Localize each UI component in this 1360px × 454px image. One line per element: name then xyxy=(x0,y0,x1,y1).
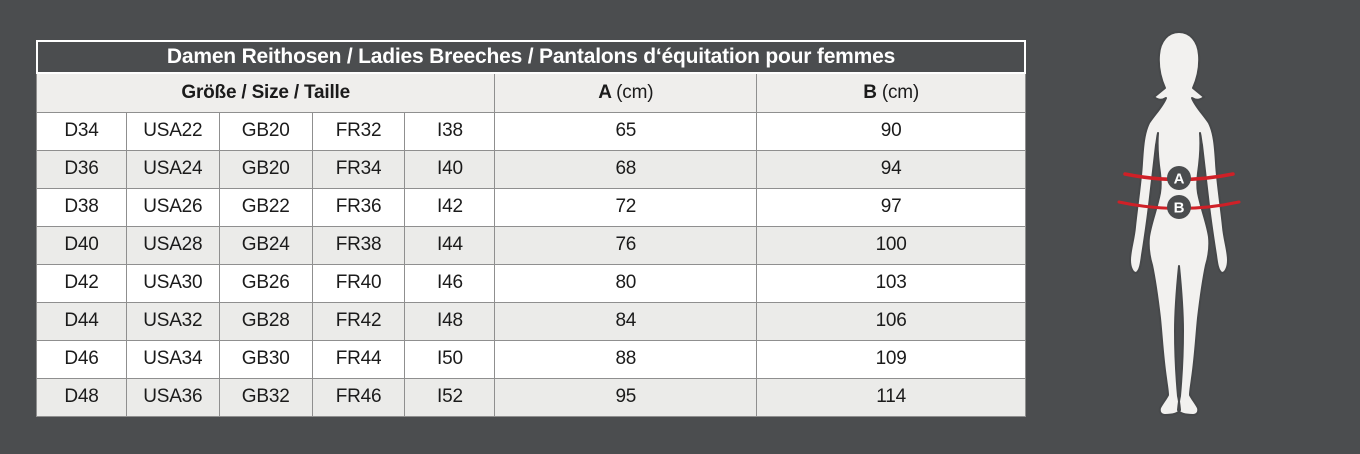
table-row: D44 USA32 GB28 FR42 I48 84 106 xyxy=(36,301,1026,341)
marker-a-circle xyxy=(1167,166,1191,190)
cell-measure-a: 76 xyxy=(494,225,758,265)
col-a-header: A (cm) xyxy=(494,74,758,113)
chart-title: Damen Reithosen / Ladies Breeches / Pant… xyxy=(36,40,1026,74)
table-row: D34 USA22 GB20 FR32 I38 65 90 xyxy=(36,111,1026,151)
marker-b-label: B xyxy=(1174,200,1185,217)
cell-size-gb: GB32 xyxy=(218,377,313,417)
cell-measure-b: 94 xyxy=(756,149,1026,189)
cell-measure-a: 65 xyxy=(494,111,758,151)
cell-size-fr: FR46 xyxy=(311,377,406,417)
cell-size-gb: GB24 xyxy=(218,225,313,265)
cell-size-usa: USA30 xyxy=(125,263,220,303)
table-row: D38 USA26 GB22 FR36 I42 72 97 xyxy=(36,187,1026,227)
cell-size-gb: GB26 xyxy=(218,263,313,303)
cell-size-gb: GB30 xyxy=(218,339,313,379)
cell-size-fr: FR38 xyxy=(311,225,406,265)
cell-size-fr: FR40 xyxy=(311,263,406,303)
cell-size-d: D40 xyxy=(36,225,127,265)
body-silhouette-illustration: A B xyxy=(1117,31,1241,416)
col-b-label: B xyxy=(863,81,877,103)
cell-measure-b: 90 xyxy=(756,111,1026,151)
col-b-unit: (cm) xyxy=(881,81,920,103)
size-table: Größe / Size / Taille A (cm) B (cm) D34 … xyxy=(35,74,1026,417)
cell-size-gb: GB22 xyxy=(218,187,313,227)
cell-size-i: I48 xyxy=(404,301,496,341)
cell-size-fr: FR42 xyxy=(311,301,406,341)
measurement-figure: A B xyxy=(1109,26,1249,446)
cell-size-i: I40 xyxy=(404,149,496,189)
cell-measure-b: 106 xyxy=(756,301,1026,341)
cell-measure-b: 100 xyxy=(756,225,1026,265)
table-row: D40 USA28 GB24 FR38 I44 76 100 xyxy=(36,225,1026,265)
cell-size-d: D38 xyxy=(36,187,127,227)
cell-measure-b: 103 xyxy=(756,263,1026,303)
cell-size-i: I46 xyxy=(404,263,496,303)
cell-size-d: D44 xyxy=(36,301,127,341)
cell-size-fr: FR36 xyxy=(311,187,406,227)
cell-size-d: D46 xyxy=(36,339,127,379)
cell-size-d: D36 xyxy=(36,149,127,189)
cell-measure-a: 88 xyxy=(494,339,758,379)
size-header-cell: Größe / Size / Taille xyxy=(35,74,496,113)
cell-measure-a: 72 xyxy=(494,187,758,227)
cell-size-usa: USA26 xyxy=(125,187,220,227)
cell-size-usa: USA28 xyxy=(125,225,220,265)
cell-size-usa: USA32 xyxy=(125,301,220,341)
cell-measure-a: 68 xyxy=(494,149,758,189)
cell-size-d: D34 xyxy=(36,111,127,151)
cell-size-gb: GB20 xyxy=(218,111,313,151)
cell-measure-b: 97 xyxy=(756,187,1026,227)
table-row: D48 USA36 GB32 FR46 I52 95 114 xyxy=(36,377,1026,417)
size-chart-panel: Damen Reithosen / Ladies Breeches / Pant… xyxy=(35,40,1026,417)
cell-size-fr: FR32 xyxy=(311,111,406,151)
cell-size-gb: GB28 xyxy=(218,301,313,341)
table-row: D46 USA34 GB30 FR44 I50 88 109 xyxy=(36,339,1026,379)
col-a-unit: (cm) xyxy=(616,81,654,103)
cell-size-i: I50 xyxy=(404,339,496,379)
cell-size-usa: USA34 xyxy=(125,339,220,379)
marker-b-circle xyxy=(1167,195,1191,219)
table-row: D36 USA24 GB20 FR34 I40 68 94 xyxy=(36,149,1026,189)
marker-a-label: A xyxy=(1174,171,1185,188)
table-row: D42 USA30 GB26 FR40 I46 80 103 xyxy=(36,263,1026,303)
cell-size-gb: GB20 xyxy=(218,149,313,189)
cell-measure-b: 109 xyxy=(756,339,1026,379)
cell-measure-a: 80 xyxy=(494,263,758,303)
cell-size-fr: FR44 xyxy=(311,339,406,379)
cell-size-i: I42 xyxy=(404,187,496,227)
cell-size-fr: FR34 xyxy=(311,149,406,189)
cell-measure-a: 95 xyxy=(494,377,758,417)
cell-size-d: D48 xyxy=(36,377,127,417)
cell-size-d: D42 xyxy=(36,263,127,303)
cell-size-i: I44 xyxy=(404,225,496,265)
cell-size-usa: USA22 xyxy=(125,111,220,151)
header-row: Größe / Size / Taille A (cm) B (cm) xyxy=(35,74,1026,113)
cell-size-usa: USA24 xyxy=(125,149,220,189)
cell-size-i: I38 xyxy=(404,111,496,151)
cell-measure-a: 84 xyxy=(494,301,758,341)
cell-measure-b: 114 xyxy=(756,377,1026,417)
col-a-label: A xyxy=(598,81,612,103)
cell-size-usa: USA36 xyxy=(125,377,220,417)
cell-size-i: I52 xyxy=(404,377,496,417)
female-body-silhouette xyxy=(1129,31,1229,416)
col-b-header: B (cm) xyxy=(756,74,1026,113)
